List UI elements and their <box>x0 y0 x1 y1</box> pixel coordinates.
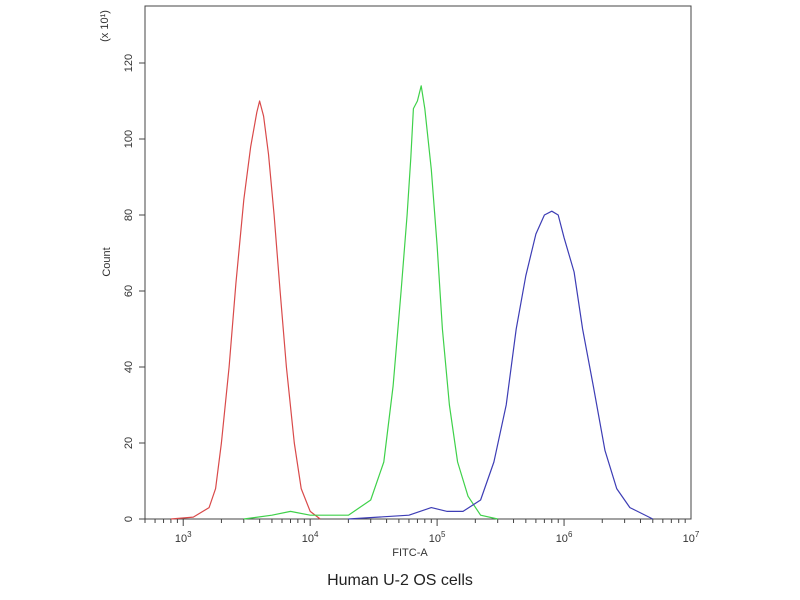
y-axis: 0 20 40 60 80 100 120 <box>123 54 145 522</box>
y-tick-label: 120 <box>123 54 135 72</box>
x-tick-label: 105 <box>429 530 446 545</box>
histogram-series-1 <box>170 100 321 520</box>
y-tick-label: 60 <box>123 285 135 297</box>
y-tick-label: 100 <box>123 130 135 148</box>
x-tick-label: 107 <box>683 530 700 545</box>
y-tick-label: 80 <box>123 209 135 221</box>
y-tick-label: 0 <box>123 516 135 522</box>
x-tick-label: 104 <box>302 530 319 545</box>
y-axis-title: Count <box>101 247 113 276</box>
y-tick-label: 40 <box>123 361 135 373</box>
x-axis: 103 104 105 106 107 <box>144 519 700 545</box>
x-axis-title: FITC-A <box>392 547 428 559</box>
histogram-series-2 <box>243 85 498 520</box>
y-tick-label: 20 <box>123 437 135 449</box>
x-tick-label: 103 <box>175 530 192 545</box>
histogram-series-3 <box>348 210 654 520</box>
plot-frame <box>144 5 692 520</box>
figure-caption: Human U-2 OS cells <box>327 572 473 589</box>
series-layer <box>170 85 654 520</box>
y-multiplier-label: (x 10¹) <box>99 10 111 42</box>
x-tick-label: 106 <box>556 530 573 545</box>
